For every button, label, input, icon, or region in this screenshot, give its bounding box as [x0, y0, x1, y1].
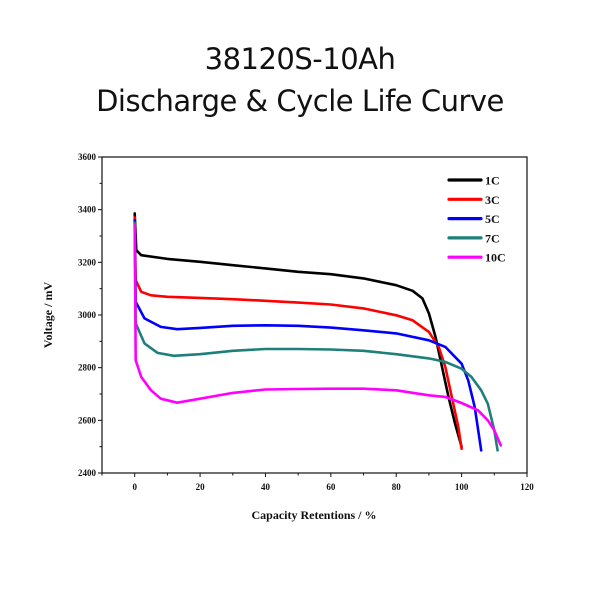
- y-tick-label: 3000: [78, 310, 97, 320]
- x-tick-label: 0: [132, 482, 137, 492]
- y-axis-label: Voltage / mV: [41, 282, 55, 349]
- y-tick-label: 2600: [78, 415, 97, 425]
- legend-label-5C: 5C: [485, 212, 500, 226]
- y-tick-label: 2400: [78, 468, 97, 478]
- legend-label-1C: 1C: [485, 174, 500, 188]
- series-line-3C: [133, 216, 463, 451]
- plot-frame: [101, 156, 528, 474]
- series-line-5C: [133, 218, 483, 452]
- legend-label-10C: 10C: [485, 251, 506, 265]
- y-tick-label: 3600: [78, 152, 97, 162]
- x-tick-label: 120: [520, 482, 534, 492]
- y-tick-label: 2800: [78, 363, 97, 373]
- series-line-10C: [133, 224, 503, 447]
- x-axis-label: Capacity Retentions / %: [252, 508, 377, 522]
- chart-title-line-2: Discharge & Cycle Life Curve: [96, 84, 504, 118]
- y-tick-label: 3400: [78, 205, 97, 215]
- x-tick-label: 80: [392, 482, 402, 492]
- series-line-7C: [133, 221, 499, 452]
- x-tick-label: 100: [455, 482, 469, 492]
- x-tick-label: 40: [261, 482, 271, 492]
- legend-label-3C: 3C: [485, 193, 500, 207]
- chart-title-line-1: 38120S-10Ah: [204, 42, 396, 76]
- series-line-1C: [133, 212, 463, 449]
- legend-label-7C: 7C: [485, 231, 500, 245]
- y-tick-label: 3200: [78, 257, 97, 267]
- x-tick-label: 20: [196, 482, 206, 492]
- x-tick-label: 60: [326, 482, 336, 492]
